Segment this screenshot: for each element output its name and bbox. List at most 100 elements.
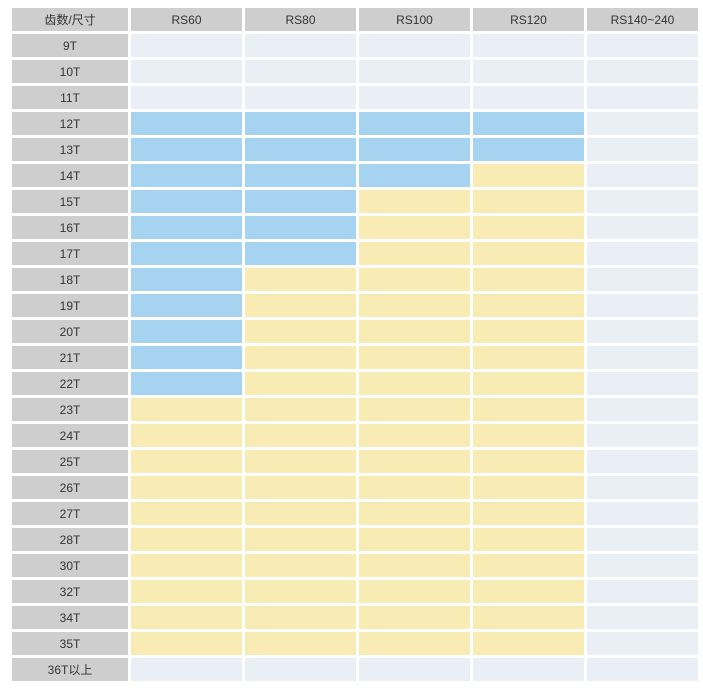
matrix-cell (473, 190, 584, 213)
matrix-cell (245, 450, 356, 473)
matrix-cell (587, 554, 698, 577)
matrix-cell (473, 86, 584, 109)
table-row: 36T以上 (12, 658, 698, 681)
table-row: 30T (12, 554, 698, 577)
table-row: 34T (12, 606, 698, 629)
matrix-cell (359, 112, 470, 135)
matrix-cell (473, 34, 584, 57)
matrix-cell (587, 86, 698, 109)
matrix-cell (245, 398, 356, 421)
row-header: 14T (12, 164, 128, 187)
matrix-cell (245, 632, 356, 655)
matrix-cell (131, 320, 242, 343)
matrix-cell (587, 346, 698, 369)
matrix-cell (587, 164, 698, 187)
matrix-cell (359, 658, 470, 681)
table-row: 12T (12, 112, 698, 135)
row-header: 23T (12, 398, 128, 421)
matrix-cell (131, 346, 242, 369)
table-row: 11T (12, 86, 698, 109)
matrix-cell (359, 320, 470, 343)
matrix-cell (131, 138, 242, 161)
matrix-cell (131, 424, 242, 447)
table-row: 26T (12, 476, 698, 499)
matrix-cell (587, 60, 698, 83)
table-row: 24T (12, 424, 698, 447)
table-row: 10T (12, 60, 698, 83)
matrix-cell (473, 268, 584, 291)
table-header: 齿数/尺寸 RS60 RS80 RS100 RS120 RS140~240 (12, 8, 698, 31)
matrix-cell (245, 424, 356, 447)
row-header: 35T (12, 632, 128, 655)
table-row: 15T (12, 190, 698, 213)
matrix-cell (473, 138, 584, 161)
matrix-cell (359, 216, 470, 239)
matrix-cell (359, 502, 470, 525)
matrix-cell (245, 606, 356, 629)
column-header: RS140~240 (587, 8, 698, 31)
matrix-cell (131, 398, 242, 421)
table-row: 18T (12, 268, 698, 291)
table-row: 14T (12, 164, 698, 187)
matrix-cell (245, 346, 356, 369)
matrix-cell (245, 112, 356, 135)
row-header: 30T (12, 554, 128, 577)
matrix-cell (245, 554, 356, 577)
matrix-cell (131, 190, 242, 213)
table-row: 9T (12, 34, 698, 57)
matrix-cell (473, 450, 584, 473)
matrix-cell (587, 424, 698, 447)
matrix-cell (473, 60, 584, 83)
matrix-cell (359, 138, 470, 161)
matrix-cell (131, 268, 242, 291)
row-header: 27T (12, 502, 128, 525)
matrix-cell (131, 34, 242, 57)
row-header: 16T (12, 216, 128, 239)
matrix-cell (131, 502, 242, 525)
matrix-cell (587, 398, 698, 421)
header-row: 齿数/尺寸 RS60 RS80 RS100 RS120 RS140~240 (12, 8, 698, 31)
matrix-cell (245, 658, 356, 681)
matrix-cell (245, 242, 356, 265)
matrix-cell (587, 528, 698, 551)
matrix-cell (359, 190, 470, 213)
matrix-cell (473, 424, 584, 447)
matrix-cell (587, 372, 698, 395)
matrix-cell (245, 86, 356, 109)
matrix-cell (359, 294, 470, 317)
matrix-cell (587, 190, 698, 213)
size-table: 齿数/尺寸 RS60 RS80 RS100 RS120 RS140~240 9T 10T 11… (9, 5, 701, 684)
matrix-cell (245, 528, 356, 551)
matrix-cell (587, 242, 698, 265)
matrix-cell (587, 658, 698, 681)
matrix-cell (587, 138, 698, 161)
matrix-cell (587, 34, 698, 57)
matrix-cell (473, 476, 584, 499)
column-header: RS60 (131, 8, 242, 31)
matrix-cell (587, 294, 698, 317)
matrix-cell (473, 606, 584, 629)
table-row: 35T (12, 632, 698, 655)
matrix-cell (131, 554, 242, 577)
matrix-cell (131, 528, 242, 551)
matrix-cell (473, 346, 584, 369)
matrix-cell (131, 476, 242, 499)
matrix-cell (359, 34, 470, 57)
matrix-cell (245, 294, 356, 317)
matrix-cell (245, 34, 356, 57)
matrix-cell (245, 268, 356, 291)
matrix-cell (359, 86, 470, 109)
matrix-cell (245, 60, 356, 83)
table-row: 16T (12, 216, 698, 239)
table-row: 23T (12, 398, 698, 421)
corner-header: 齿数/尺寸 (12, 8, 128, 31)
row-header: 11T (12, 86, 128, 109)
table-row: 17T (12, 242, 698, 265)
matrix-cell (473, 554, 584, 577)
row-header: 36T以上 (12, 658, 128, 681)
row-header: 25T (12, 450, 128, 473)
matrix-cell (359, 424, 470, 447)
row-header: 28T (12, 528, 128, 551)
row-header: 17T (12, 242, 128, 265)
row-header: 26T (12, 476, 128, 499)
